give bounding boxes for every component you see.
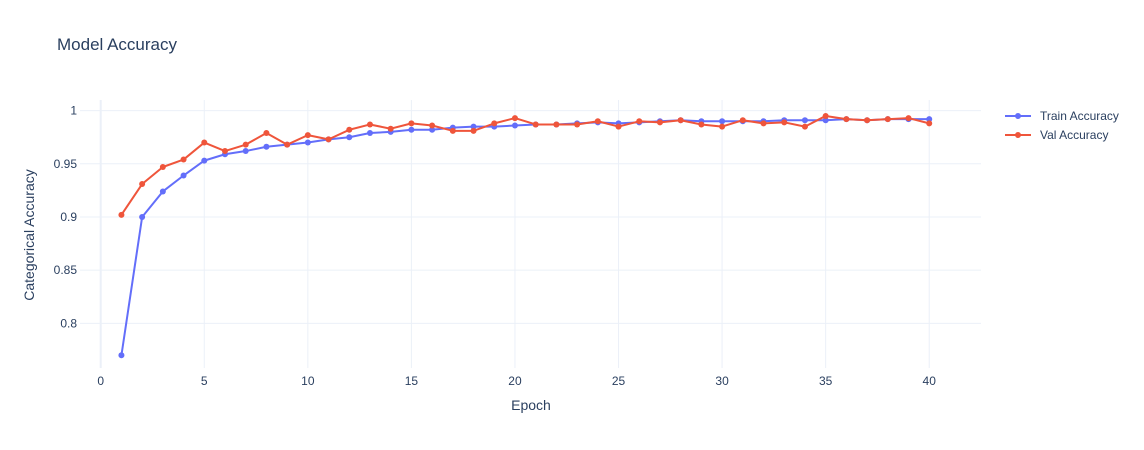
legend-marker: [1015, 113, 1021, 119]
data-point: [366, 121, 373, 128]
data-point: [532, 121, 539, 128]
data-point: [781, 119, 788, 126]
data-point: [615, 123, 622, 130]
chart-title: Model Accuracy: [57, 35, 177, 54]
y-axis-ticks: 0.8 0.85 0.9 0.95 1: [54, 104, 78, 331]
data-point: [221, 148, 228, 155]
data-point: [843, 116, 850, 123]
data-point: [284, 141, 291, 148]
data-point: [884, 116, 891, 123]
data-point: [139, 213, 146, 220]
data-point: [159, 164, 166, 170]
y-axis-label: Categorical Accuracy: [21, 169, 37, 301]
legend-item: Val Accuracy: [1005, 128, 1108, 142]
legend-label: Train Accuracy: [1040, 109, 1119, 123]
data-point: [325, 136, 332, 143]
data-point: [801, 117, 808, 124]
data-point: [366, 129, 373, 136]
data-point: [822, 112, 829, 119]
data-point: [864, 117, 871, 124]
x-axis-label: Epoch: [511, 397, 551, 413]
data-point: [201, 157, 208, 164]
data-point: [636, 118, 643, 125]
plot-series: [118, 112, 933, 359]
data-point: [180, 172, 187, 179]
series-line: [120, 118, 930, 356]
x-tick-label: 40: [923, 374, 937, 388]
data-point: [760, 120, 767, 127]
data-point: [511, 115, 518, 122]
legend-marker: [1015, 132, 1021, 138]
data-point: [574, 121, 581, 128]
data-point: [594, 118, 601, 125]
data-point: [346, 126, 353, 133]
data-point: [719, 123, 726, 130]
data-point: [739, 117, 746, 124]
data-point: [242, 148, 249, 155]
data-point: [491, 120, 498, 127]
data-point: [139, 181, 146, 188]
data-point: [159, 188, 166, 195]
x-tick-label: 5: [201, 374, 208, 388]
x-tick-label: 25: [612, 374, 626, 388]
data-point: [801, 123, 808, 130]
data-point: [656, 119, 663, 126]
data-point: [822, 117, 829, 124]
series-train-accuracy: [118, 116, 933, 359]
data-point: [511, 122, 518, 129]
y-tick-label: 0.8: [60, 316, 77, 330]
data-point: [387, 125, 394, 132]
data-point: [470, 127, 477, 134]
data-point: [719, 118, 726, 125]
data-point: [677, 117, 684, 124]
data-point: [346, 134, 353, 141]
series-line: [120, 114, 930, 216]
data-point: [449, 127, 456, 134]
grid: [80, 100, 981, 368]
data-point: [429, 126, 436, 133]
data-point: [263, 129, 270, 136]
data-point: [304, 139, 311, 146]
data-point: [408, 126, 415, 133]
y-tick-label: 1: [70, 104, 77, 118]
x-tick-label: 30: [715, 374, 729, 388]
y-tick-label: 0.9: [60, 210, 77, 224]
x-axis-ticks: 0 5 10 15 20 25 30 35 40: [97, 374, 936, 388]
data-point: [905, 115, 912, 122]
data-point: [698, 121, 705, 128]
data-point: [201, 139, 208, 146]
data-point: [118, 211, 125, 218]
x-tick-label: 35: [819, 374, 833, 388]
data-point: [118, 352, 125, 359]
data-point: [408, 120, 415, 127]
legend: Train Accuracy Val Accuracy: [1005, 109, 1119, 142]
data-point: [304, 132, 311, 139]
series-val-accuracy: [118, 112, 933, 218]
data-point: [470, 123, 477, 130]
x-tick-label: 15: [405, 374, 419, 388]
legend-item: Train Accuracy: [1005, 109, 1119, 123]
y-tick-label: 0.85: [54, 263, 78, 277]
x-tick-label: 10: [301, 374, 315, 388]
data-point: [180, 156, 187, 163]
legend-label: Val Accuracy: [1040, 128, 1108, 142]
data-point: [926, 116, 933, 123]
data-point: [263, 143, 270, 150]
data-point: [242, 141, 249, 148]
x-tick-label: 0: [97, 374, 104, 388]
x-tick-label: 20: [508, 374, 522, 388]
data-point: [926, 120, 933, 127]
data-point: [553, 121, 560, 128]
y-tick-label: 0.95: [54, 157, 78, 171]
data-point: [429, 122, 436, 129]
